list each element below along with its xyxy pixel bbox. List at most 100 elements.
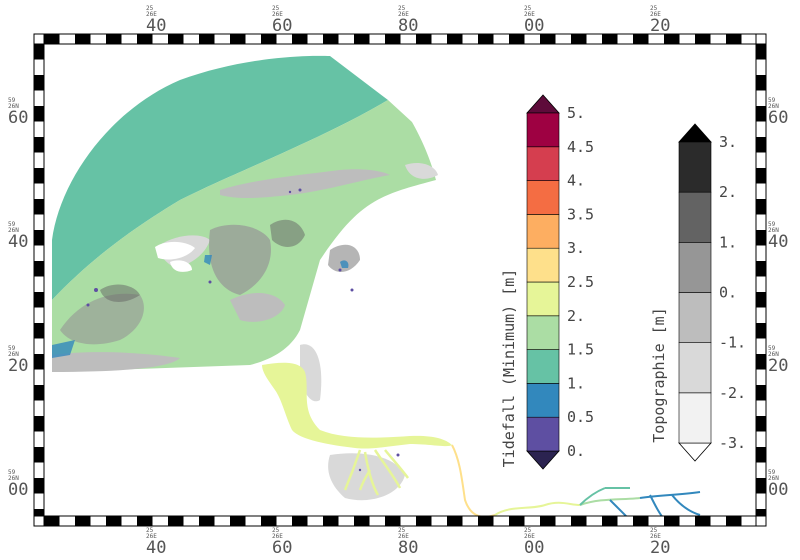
frame-segment [323, 34, 339, 44]
frame-segment [756, 354, 766, 370]
colorbar-swatch [526, 247, 560, 283]
frame-segment [34, 106, 44, 122]
tick-sub-label: 25 [398, 527, 406, 534]
frame-segment [261, 516, 277, 526]
frame-segment [34, 261, 44, 277]
tick-sub-label: 26N [768, 351, 779, 358]
tick-label: 20 [650, 16, 670, 36]
tick-sub-label: 26E [146, 533, 157, 540]
frame-segment [34, 199, 44, 215]
tick-sub-label: 25 [398, 5, 406, 12]
frame-segment [44, 516, 60, 526]
shallow-patches [52, 255, 349, 358]
tick-sub-label: 26E [272, 11, 283, 18]
frame-segment [44, 34, 60, 44]
colorbar-swatch [678, 242, 712, 293]
colorbar-tick-label: 4.5 [567, 138, 594, 156]
frame-segment [756, 230, 766, 246]
frame-corner [755, 33, 767, 45]
frame-segment [75, 34, 91, 44]
colorbar-tick-label: 1.5 [567, 341, 594, 359]
colorbar-swatch [678, 292, 712, 343]
frame-segment [34, 354, 44, 370]
colorbar-swatch [678, 392, 712, 444]
tick-sub-label: 26E [524, 11, 535, 18]
colorbar-tick-label: 2. [719, 183, 737, 201]
tick-sub-label: 59 [8, 97, 16, 104]
tick-label: 00 [524, 16, 544, 36]
frame-segment [168, 34, 184, 44]
tick-sub-label: 26E [650, 11, 661, 18]
colorbar-tick-label: 0. [567, 442, 585, 460]
tick-label: 00 [8, 480, 28, 500]
tick-label: 80 [398, 16, 418, 36]
colorbar-swatch [526, 180, 560, 215]
frame-segment [756, 292, 766, 308]
frame-segment [199, 516, 215, 526]
tick-sub-label: 25 [146, 527, 154, 534]
colorbar-tick-label: 0.5 [567, 408, 594, 426]
topo-colorbar: -3. -2. -1. 0. 1. 2. 3. Topographie [m] [650, 123, 746, 462]
colorbar-swatch [526, 416, 560, 452]
frame-segment [34, 137, 44, 153]
tick-sub-label: 26N [768, 227, 779, 234]
frame-corner [33, 33, 45, 45]
colorbar-tick-label: 0. [719, 284, 737, 302]
tick-label: 20 [650, 538, 670, 558]
frame-segment [540, 516, 556, 526]
tick-sub-label: 25 [650, 5, 658, 12]
tick-sub-label: 26N [8, 475, 19, 482]
colorbar-tick-label: 1. [567, 374, 585, 392]
tick-sub-label: 26E [524, 533, 535, 540]
frame-segment [261, 34, 277, 44]
frame-segment [695, 516, 711, 526]
frame-segment [509, 516, 525, 526]
frame-segment [664, 516, 680, 526]
tick-label: 60 [272, 16, 292, 36]
colorbar-swatch [526, 281, 560, 317]
tidal-creeks [343, 449, 409, 496]
frame-segment [447, 516, 463, 526]
frame-segment [726, 516, 742, 526]
frame-segment [633, 34, 649, 44]
frame-segment [34, 416, 44, 432]
frame-corner [755, 515, 767, 527]
colorbar-title: Topographie [m] [650, 307, 668, 442]
colorbar-tick-label: 2.5 [567, 273, 594, 291]
frame-segment [571, 516, 587, 526]
colorbar-swatch [526, 315, 560, 350]
frame-segment [416, 34, 432, 44]
map-content [52, 55, 701, 516]
tick-sub-label: 26E [146, 11, 157, 18]
tick-sub-label: 26N [768, 475, 779, 482]
tide-colorbar: 0. 0.5 1. 1.5 2. 2.5 3. 3.5 4. 4.5 5. Tidefall (Min… [500, 94, 594, 470]
frame-segment [385, 516, 401, 526]
frame-segment [34, 323, 44, 339]
frame-segment [354, 516, 370, 526]
frame-segment [34, 75, 44, 91]
colorbar-swatch [526, 214, 560, 249]
frame-segment [756, 478, 766, 494]
frame-segment [478, 34, 494, 44]
frame-segment [756, 261, 766, 277]
colorbar-title: Tidefall (Minimum) [m] [500, 269, 518, 468]
frame-segment [571, 34, 587, 44]
tick-label: 60 [8, 108, 28, 128]
frame-segment [230, 34, 246, 44]
tick-sub-label: 59 [8, 221, 16, 228]
tick-label: 40 [146, 538, 166, 558]
tick-label: 00 [768, 480, 788, 500]
tick-sub-label: 26N [8, 103, 19, 110]
frame-segment [695, 34, 711, 44]
tick-sub-label: 26E [272, 533, 283, 540]
tick-label: 00 [524, 538, 544, 558]
